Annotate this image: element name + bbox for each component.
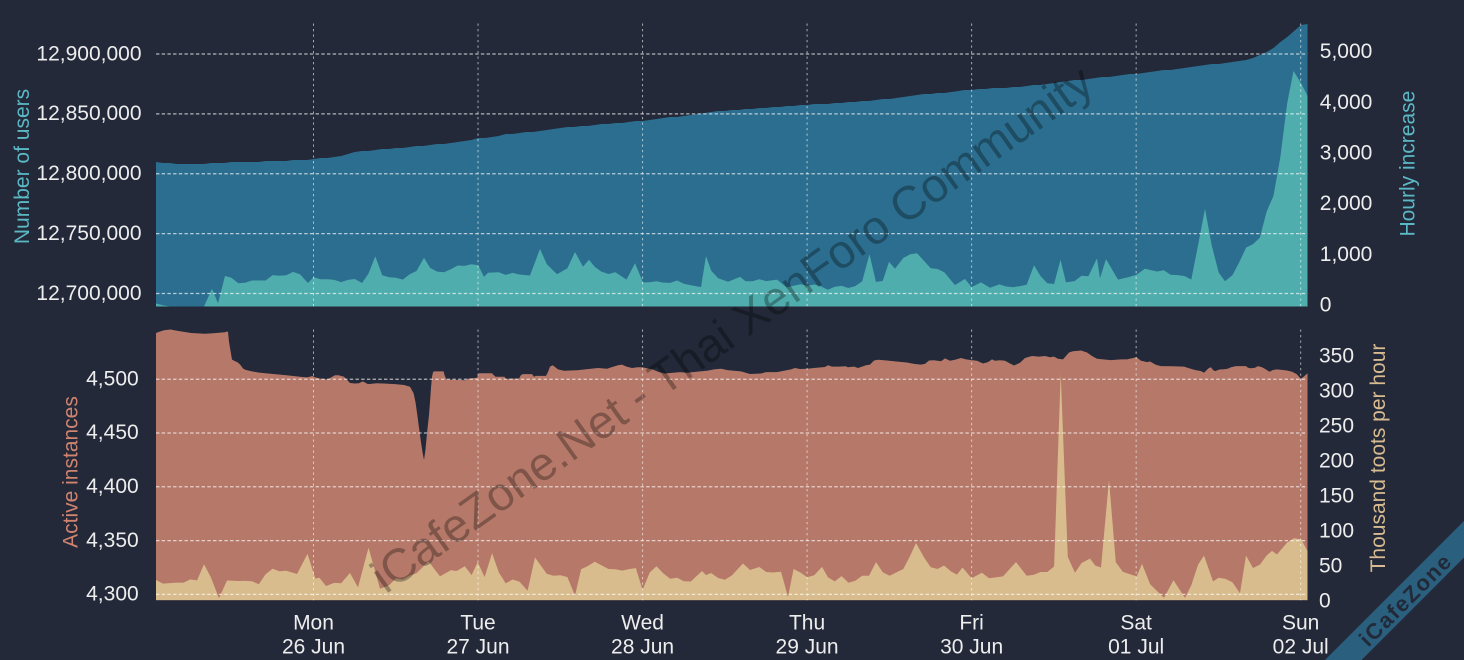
svg-text:0: 0 — [1320, 293, 1332, 316]
svg-text:29 Jun: 29 Jun — [776, 636, 839, 659]
svg-text:250: 250 — [1319, 414, 1354, 437]
svg-text:Tue: Tue — [460, 612, 495, 635]
svg-text:27 Jun: 27 Jun — [446, 636, 509, 659]
svg-text:12,850,000: 12,850,000 — [36, 102, 141, 125]
svg-text:12,800,000: 12,800,000 — [36, 162, 141, 185]
svg-text:Number of users: Number of users — [11, 89, 34, 244]
svg-text:12,700,000: 12,700,000 — [36, 282, 141, 305]
svg-text:28 Jun: 28 Jun — [611, 636, 674, 659]
svg-text:0: 0 — [1319, 589, 1331, 612]
svg-text:Active instances: Active instances — [60, 396, 83, 548]
svg-text:1,000: 1,000 — [1320, 243, 1373, 266]
svg-text:3,000: 3,000 — [1320, 142, 1373, 165]
svg-text:100: 100 — [1319, 519, 1354, 542]
svg-text:2,000: 2,000 — [1320, 192, 1373, 215]
svg-text:Wed: Wed — [621, 612, 664, 635]
svg-text:50: 50 — [1319, 554, 1342, 577]
svg-text:Sun: Sun — [1282, 612, 1319, 635]
svg-text:350: 350 — [1319, 344, 1354, 367]
svg-text:4,000: 4,000 — [1320, 91, 1373, 114]
svg-text:5,000: 5,000 — [1320, 40, 1373, 63]
svg-text:Mon: Mon — [293, 612, 334, 635]
svg-text:01 Jul: 01 Jul — [1108, 636, 1164, 659]
svg-text:4,400: 4,400 — [86, 475, 139, 498]
svg-text:300: 300 — [1319, 379, 1354, 402]
svg-text:Sat: Sat — [1120, 612, 1152, 635]
svg-text:30 Jun: 30 Jun — [940, 636, 1003, 659]
svg-text:Hourly increase: Hourly increase — [1397, 91, 1420, 237]
svg-text:Thousand toots per hour: Thousand toots per hour — [1367, 344, 1390, 573]
svg-text:4,500: 4,500 — [86, 368, 139, 391]
svg-text:200: 200 — [1319, 449, 1354, 472]
svg-text:02 Jul: 02 Jul — [1273, 636, 1329, 659]
svg-text:4,300: 4,300 — [86, 583, 139, 606]
svg-text:12,900,000: 12,900,000 — [36, 42, 141, 65]
svg-text:150: 150 — [1319, 484, 1354, 507]
svg-text:Fri: Fri — [959, 612, 984, 635]
svg-text:Thu: Thu — [789, 612, 825, 635]
svg-text:4,450: 4,450 — [86, 421, 139, 444]
svg-text:26 Jun: 26 Jun — [282, 636, 345, 659]
svg-text:12,750,000: 12,750,000 — [36, 222, 141, 245]
svg-text:4,350: 4,350 — [86, 529, 139, 552]
